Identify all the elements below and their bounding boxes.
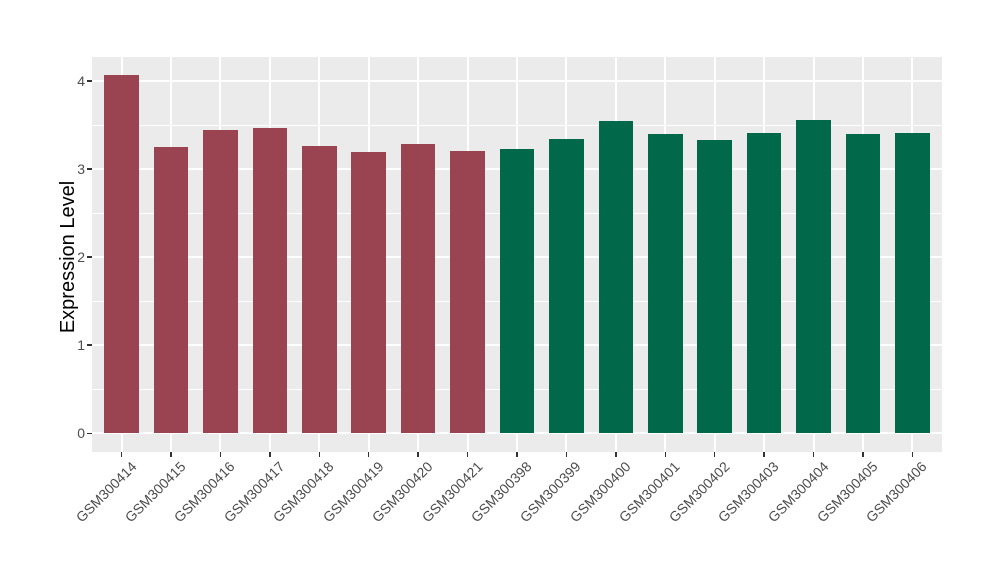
bar-GSM300420 [400, 143, 436, 434]
bar-GSM300416 [203, 130, 238, 434]
y-axis-title: Expression Level [57, 180, 79, 334]
y-tick-mark [87, 432, 92, 435]
bar-GSM300405 [845, 133, 881, 434]
bar-GSM300400 [598, 120, 634, 434]
x-tick-mark [318, 452, 321, 457]
bar-GSM300421 [450, 150, 485, 434]
bar-GSM300401 [647, 133, 683, 434]
bar-GSM300399 [549, 139, 584, 434]
plot-panel [92, 57, 942, 452]
y-tick-label: 4 [77, 72, 85, 89]
bar-GSM300406 [895, 132, 930, 434]
bar-GSM300415 [153, 147, 189, 434]
bar-GSM300417 [252, 127, 288, 434]
x-tick-mark [120, 452, 123, 457]
bar-GSM300418 [302, 146, 337, 434]
x-tick-mark [615, 452, 617, 457]
bar-GSM300403 [746, 132, 782, 434]
x-tick-mark [367, 452, 370, 457]
x-tick-mark [812, 452, 815, 457]
x-tick-mark [664, 452, 666, 457]
y-tick-label: 0 [77, 425, 85, 442]
bar-GSM300419 [351, 152, 387, 434]
x-tick-mark [911, 452, 914, 457]
x-tick-mark [516, 452, 518, 457]
y-tick-label: 3 [77, 161, 85, 178]
bar-GSM300414 [104, 74, 139, 434]
y-tick-mark [87, 344, 92, 346]
y-tick-label: 2 [77, 249, 85, 266]
y-tick-mark [87, 80, 92, 82]
bar-GSM300404 [796, 119, 831, 434]
y-tick-label: 1 [77, 337, 85, 354]
bar-GSM300402 [697, 139, 732, 434]
x-tick-mark [269, 452, 271, 457]
bar-GSM300398 [499, 148, 535, 434]
x-tick-mark [713, 452, 716, 457]
x-tick-mark [763, 452, 765, 457]
x-tick-mark [565, 452, 568, 457]
x-tick-mark [862, 452, 864, 457]
x-tick-mark [466, 452, 469, 457]
y-tick-mark [87, 168, 92, 170]
x-tick-mark [170, 452, 172, 457]
x-tick-mark [417, 452, 419, 457]
y-tick-mark [87, 256, 92, 258]
x-tick-mark [219, 452, 222, 457]
